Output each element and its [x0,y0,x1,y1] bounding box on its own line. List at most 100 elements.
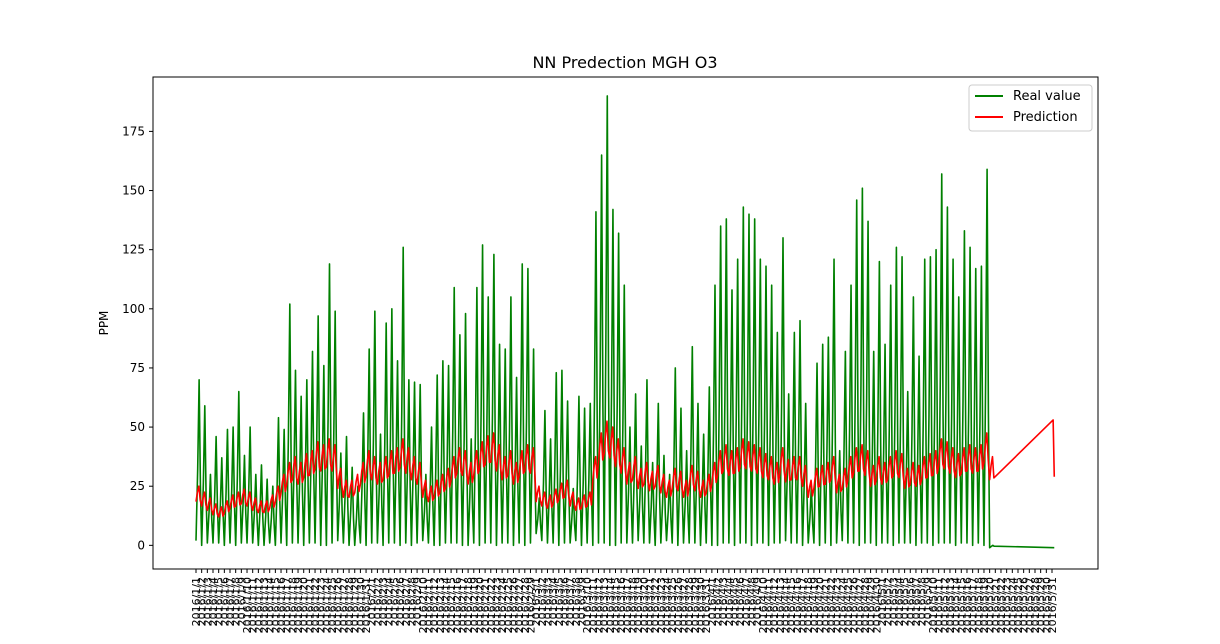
x-tick-label: 2016/2/17 [456,577,469,633]
x-tick-label: 2016/2/6 [394,577,407,626]
x-tick-label: 2016/1/10 [241,577,254,633]
x-axis: 2016/1/12016/1/22016/1/32016/1/42016/1/5… [190,569,1059,633]
x-tick-label: 2016/2/22 [485,577,498,633]
x-tick-label: 2016/1/15 [269,577,282,633]
x-tick-label: 2016/3/27 [678,577,691,633]
x-tick-label: 2016/1/1 [190,577,203,626]
x-tick-label: 2016/2/26 [507,577,520,633]
y-tick-label: 175 [122,124,145,138]
x-tick-label: 2016/3/15 [610,577,623,633]
x-tick-label: 2016/3/17 [621,577,634,633]
x-tick-label: 2016/5/6 [904,577,917,626]
x-tick-label: 2016/5/14 [950,577,963,633]
x-tick-label: 2016/1/9 [235,577,248,626]
x-tick-label: 2016/1/2 [196,577,209,626]
x-tick-label: 2016/2/12 [428,577,441,633]
x-tick-label: 2016/3/6 [558,577,571,626]
x-tick-label: 2016/3/26 [672,577,685,633]
x-tick-label: 2016/4/10 [757,577,770,633]
x-tick-label: 2016/2/19 [468,577,481,633]
x-tick-label: 2016/5/4 [893,577,906,626]
x-tick-label: 2016/4/18 [802,577,815,633]
x-tick-label: 2016/2/15 [445,577,458,633]
x-tick-label: 2016/2/13 [434,577,447,633]
x-tick-label: 2016/3/16 [615,577,628,633]
x-tick-label: 2016/3/2 [536,577,549,626]
x-tick-label: 2016/5/28 [1029,577,1042,633]
x-tick-label: 2016/3/4 [547,577,560,626]
x-tick-label: 2016/5/17 [967,577,980,633]
x-tick-label: 2016/2/18 [462,577,475,633]
y-tick-label: 100 [122,302,145,316]
x-tick-label: 2016/4/11 [763,577,776,633]
x-tick-label: 2016/2/10 [417,577,430,633]
x-tick-label: 2016/4/24 [836,577,849,633]
x-tick-label: 2016/3/19 [632,577,645,633]
x-tick-label: 2016/3/31 [700,577,713,633]
x-tick-label: 2016/4/22 [825,577,838,633]
x-tick-label: 2016/5/7 [910,577,923,626]
x-tick-label: 2016/4/27 [853,577,866,633]
y-axis: 0 25 50 75 100 125 150 175 [122,124,153,552]
x-tick-label: 2016/5/5 [899,577,912,626]
x-tick-label: 2016/4/23 [831,577,844,633]
x-tick-label: 2016/2/4 [383,577,396,626]
x-tick-label: 2016/3/28 [683,577,696,633]
x-tick-label: 2016/5/2 [882,577,895,626]
x-tick-label: 2016/5/29 [1035,577,1048,633]
x-tick-label: 2016/2/3 [377,577,390,626]
x-tick-label: 2016/4/14 [780,577,793,633]
x-tick-label: 2016/4/21 [819,577,832,633]
y-tick-label: 25 [130,479,145,493]
x-tick-label: 2016/5/11 [933,577,946,633]
x-tick-label: 2016/5/24 [1006,577,1019,633]
plot-area [152,76,1099,570]
x-tick-label: 2016/2/21 [479,577,492,633]
x-tick-label: 2016/2/1 [366,577,379,626]
x-tick-label: 2016/3/8 [570,577,583,626]
x-tick-label: 2016/2/16 [451,577,464,633]
x-tick-label: 2016/4/26 [848,577,861,633]
x-tick-label: 2016/4/28 [859,577,872,633]
x-tick-label: 2016/2/27 [513,577,526,633]
x-tick-label: 2016/3/25 [666,577,679,633]
x-tick-label: 2016/1/8 [230,577,243,626]
x-tick-label: 2016/2/24 [496,577,509,633]
x-tick-label: 2016/1/14 [264,577,277,633]
x-tick-label: 2016/5/1 [876,577,889,626]
x-tick-label: 2016/5/13 [944,577,957,633]
y-tick-label: 75 [130,361,145,375]
series-line-prediction [195,419,1056,518]
x-tick-label: 2016/1/21 [303,577,316,633]
x-tick-label: 2016/4/4 [723,577,736,626]
x-tick-label: 2016/2/25 [502,577,515,633]
legend: Real value Prediction [968,84,1093,132]
x-tick-label: 2016/1/30 [354,577,367,633]
x-tick-label: 2016/2/14 [439,577,452,633]
chart-title: NN Predection MGH O3 [532,53,717,72]
x-tick-label: 2016/3/5 [553,577,566,626]
x-tick-label: 2016/2/28 [519,577,532,633]
plot-frame [152,76,1099,570]
x-tick-label: 2016/4/13 [774,577,787,633]
x-tick-label: 2016/4/15 [785,577,798,633]
x-tick-label: 2016/3/12 [592,577,605,633]
x-tick-label: 2016/1/20 [298,577,311,633]
x-tick-label: 2016/1/3 [201,577,214,626]
x-tick-label: 2016/1/11 [247,577,260,633]
x-tick-label: 2016/1/4 [207,577,220,626]
x-tick-label: 2016/1/29 [349,577,362,633]
x-tick-label: 2016/1/25 [326,577,339,633]
x-tick-label: 2016/1/7 [224,577,237,626]
x-tick-label: 2016/3/9 [575,577,588,626]
x-tick-label: 2016/2/20 [473,577,486,633]
x-tick-label: 2016/2/11 [422,577,435,633]
x-tick-label: 2016/4/8 [746,577,759,626]
x-tick-label: 2016/1/22 [309,577,322,633]
x-tick-label: 2016/5/22 [995,577,1008,633]
x-tick-label: 2016/4/9 [751,577,764,626]
x-tick-label: 2016/5/15 [955,577,968,633]
x-tick-label: 2016/5/26 [1018,577,1031,633]
